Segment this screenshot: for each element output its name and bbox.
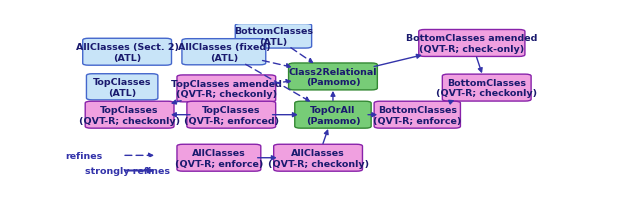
Text: BottomClasses amended
(QVT-R; check-only): BottomClasses amended (QVT-R; check-only… bbox=[406, 34, 538, 54]
Text: TopClasses amended
(QVT-R; checkonly): TopClasses amended (QVT-R; checkonly) bbox=[171, 79, 282, 99]
FancyBboxPatch shape bbox=[236, 24, 312, 49]
Text: AllClasses
(QVT-R; checkonly): AllClasses (QVT-R; checkonly) bbox=[268, 148, 369, 168]
Text: TopClasses
(QVT-R; enforced): TopClasses (QVT-R; enforced) bbox=[184, 105, 279, 125]
Text: BottomClasses
(QVT-R; checkonly): BottomClasses (QVT-R; checkonly) bbox=[436, 78, 538, 98]
Text: AllClasses
(QVT-R; enforce): AllClasses (QVT-R; enforce) bbox=[175, 148, 263, 168]
Text: refines: refines bbox=[65, 151, 102, 160]
FancyBboxPatch shape bbox=[177, 145, 260, 171]
FancyBboxPatch shape bbox=[295, 102, 371, 129]
FancyBboxPatch shape bbox=[182, 40, 266, 66]
FancyBboxPatch shape bbox=[177, 76, 276, 102]
FancyBboxPatch shape bbox=[187, 102, 276, 129]
Text: Class2Relational
(Pamomo): Class2Relational (Pamomo) bbox=[289, 67, 377, 87]
Text: TopClasses
(QVT-R; checkonly): TopClasses (QVT-R; checkonly) bbox=[79, 105, 180, 125]
Text: BottomClasses
(QVT-R; enforce): BottomClasses (QVT-R; enforce) bbox=[373, 105, 461, 125]
FancyBboxPatch shape bbox=[442, 75, 531, 102]
FancyBboxPatch shape bbox=[419, 30, 525, 57]
FancyBboxPatch shape bbox=[85, 102, 174, 129]
Text: BottomClasses
(ATL): BottomClasses (ATL) bbox=[234, 27, 313, 46]
FancyBboxPatch shape bbox=[86, 74, 158, 100]
Text: TopClasses
(ATL): TopClasses (ATL) bbox=[93, 77, 152, 97]
Text: strongly refines: strongly refines bbox=[85, 166, 170, 175]
Text: TopOrAll
(Pamomo): TopOrAll (Pamomo) bbox=[306, 105, 360, 125]
FancyBboxPatch shape bbox=[83, 39, 172, 66]
FancyBboxPatch shape bbox=[374, 102, 460, 129]
FancyBboxPatch shape bbox=[274, 145, 362, 171]
Text: AllClasses (fixed)
(ATL): AllClasses (fixed) (ATL) bbox=[177, 43, 270, 62]
FancyBboxPatch shape bbox=[289, 64, 378, 90]
Text: AllClasses (Sect. 2)
(ATL): AllClasses (Sect. 2) (ATL) bbox=[76, 43, 179, 62]
